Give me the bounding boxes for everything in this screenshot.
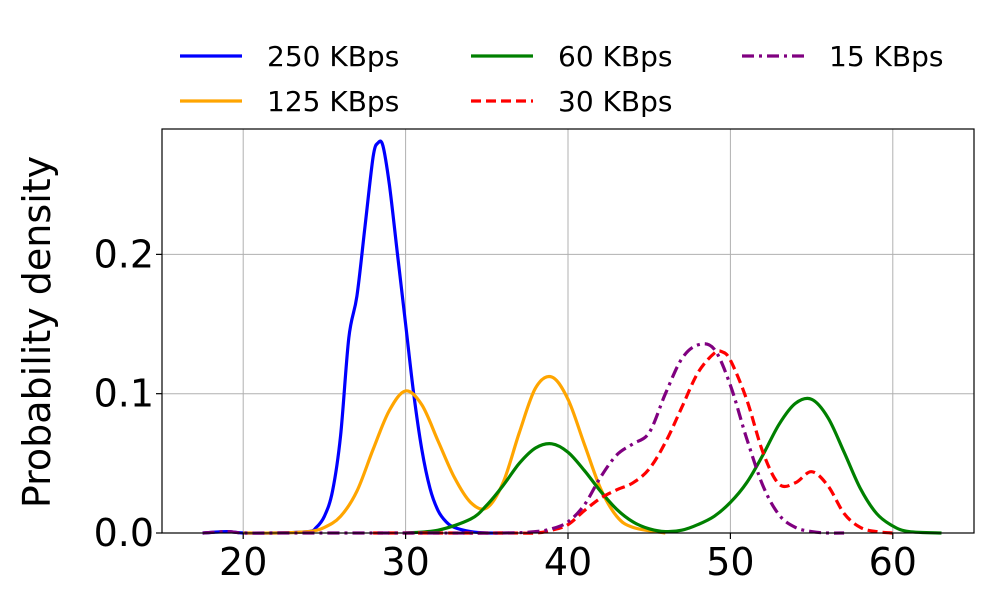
x-tick-label: 40 [544, 540, 592, 584]
y-axis: 0.0 0.1 0.2 [94, 232, 162, 555]
legend-label: 15 KBps [829, 40, 943, 73]
series-line-2 [405, 396, 942, 535]
y-axis-title: Probability density [15, 156, 59, 508]
series-line-3 [373, 349, 893, 535]
series-line-4 [202, 342, 845, 535]
x-tick-label: 50 [706, 540, 754, 584]
y-tick-label: 0.2 [94, 232, 154, 276]
x-tick-label: 60 [869, 540, 917, 584]
legend-label: 30 KBps [558, 85, 672, 118]
series-line-1 [243, 374, 666, 535]
legend: 250 KBps 125 KBps 60 KBps 30 KBps 15 KBps [180, 40, 943, 118]
series-lines [202, 139, 942, 535]
legend-label: 125 KBps [267, 85, 399, 118]
x-tick-label: 30 [381, 540, 429, 584]
legend-label: 250 KBps [267, 40, 399, 73]
y-tick-label: 0.0 [94, 511, 154, 555]
x-tick-label: 20 [219, 540, 267, 584]
series-line-0 [202, 139, 504, 535]
legend-label: 60 KBps [558, 40, 672, 73]
y-tick-label: 0.1 [94, 372, 154, 416]
x-axis: 20 30 40 50 60 [219, 533, 917, 584]
